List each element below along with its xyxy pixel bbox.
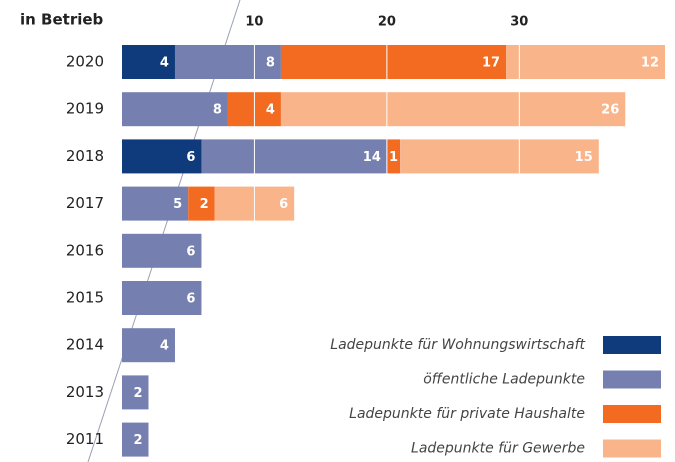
value-label: 8 [266, 56, 275, 71]
value-label: 8 [213, 103, 222, 118]
value-label: 4 [160, 56, 169, 71]
value-label: 5 [173, 197, 182, 212]
y-tick-label: 2020 [66, 53, 104, 71]
value-label: 6 [186, 244, 195, 259]
y-tick-label: 2013 [66, 383, 104, 401]
bar-segment [386, 139, 401, 174]
bar-segment [122, 375, 149, 410]
x-tick-label: 30 [510, 15, 528, 30]
value-label: 2 [133, 386, 142, 401]
bar-segment [122, 328, 175, 363]
bar-segment [188, 186, 215, 221]
bar-segment [201, 139, 387, 174]
y-tick-label: 2019 [66, 100, 104, 118]
legend-swatch [603, 439, 661, 458]
value-label: 17 [482, 56, 500, 71]
value-label: 4 [266, 103, 275, 118]
legend-swatch [603, 405, 661, 423]
value-label: 1 [389, 150, 398, 165]
legend-label: Ladepunkte für Gewerbe [411, 441, 585, 457]
bar-segment [122, 233, 202, 268]
chart-title: in Betrieb [20, 11, 104, 29]
legend-label: öffentliche Ladepunkte [423, 372, 585, 388]
value-label: 2 [133, 433, 142, 448]
y-tick-label: 2016 [66, 241, 104, 259]
value-label: 12 [641, 56, 659, 71]
y-tick-label: 2017 [66, 194, 104, 212]
x-tick-label: 10 [245, 15, 263, 30]
value-label: 2 [200, 197, 209, 212]
value-label: 6 [186, 150, 195, 165]
value-label: 26 [601, 103, 619, 118]
value-label: 6 [279, 197, 288, 212]
bar-segment [506, 45, 665, 79]
value-label: 4 [160, 339, 169, 354]
bar-segment [122, 139, 202, 174]
y-tick-label: 2011 [66, 430, 104, 448]
bar-segment [400, 139, 599, 174]
y-tick-label: 2014 [66, 336, 104, 354]
y-tick-label: 2015 [66, 289, 104, 307]
y-tick-label: 2018 [66, 147, 104, 165]
legend-swatch [603, 370, 661, 389]
bar-segment [122, 422, 149, 457]
bar-segment [280, 92, 626, 127]
x-tick-label: 20 [378, 15, 396, 30]
legend-label: Ladepunkte für Wohnungswirtschaft [330, 337, 585, 353]
bar-segment [122, 45, 175, 79]
bar-segment [122, 186, 189, 221]
legend-label: Ladepunkte für private Haushalte [349, 406, 585, 422]
value-label: 6 [186, 292, 195, 307]
bar-segment [122, 281, 202, 315]
bar-segment [174, 45, 281, 79]
bar-segment [280, 45, 507, 79]
value-label: 15 [575, 150, 593, 165]
bar-segment [122, 92, 228, 127]
legend-swatch [603, 336, 661, 354]
value-label: 14 [363, 150, 381, 165]
